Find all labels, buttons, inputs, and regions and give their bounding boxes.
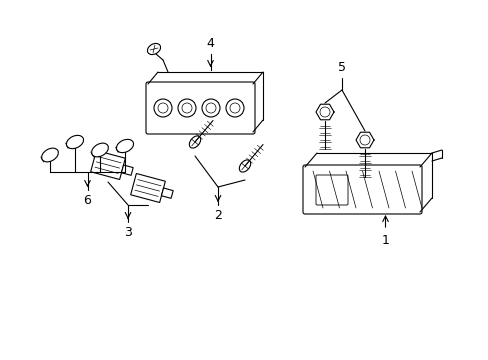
Circle shape	[205, 103, 216, 113]
Ellipse shape	[239, 160, 250, 172]
Ellipse shape	[147, 44, 160, 55]
Circle shape	[359, 135, 369, 145]
Ellipse shape	[66, 135, 83, 149]
Circle shape	[154, 99, 172, 117]
FancyBboxPatch shape	[146, 82, 254, 134]
Text: 1: 1	[381, 234, 388, 247]
FancyBboxPatch shape	[315, 175, 347, 205]
Text: 4: 4	[206, 37, 214, 50]
Polygon shape	[121, 165, 133, 175]
Circle shape	[178, 99, 196, 117]
Polygon shape	[130, 174, 165, 203]
FancyBboxPatch shape	[303, 165, 421, 214]
Circle shape	[229, 103, 240, 113]
Ellipse shape	[189, 136, 200, 148]
Ellipse shape	[116, 139, 133, 153]
Ellipse shape	[91, 143, 108, 157]
Circle shape	[158, 103, 168, 113]
Circle shape	[182, 103, 192, 113]
Text: 6: 6	[83, 194, 91, 207]
Text: 2: 2	[214, 209, 222, 222]
Text: 5: 5	[337, 61, 346, 74]
Circle shape	[202, 99, 220, 117]
Circle shape	[319, 107, 329, 117]
Circle shape	[225, 99, 244, 117]
Polygon shape	[90, 150, 125, 180]
Text: 3: 3	[124, 226, 132, 239]
Polygon shape	[161, 188, 173, 198]
Ellipse shape	[41, 148, 58, 162]
